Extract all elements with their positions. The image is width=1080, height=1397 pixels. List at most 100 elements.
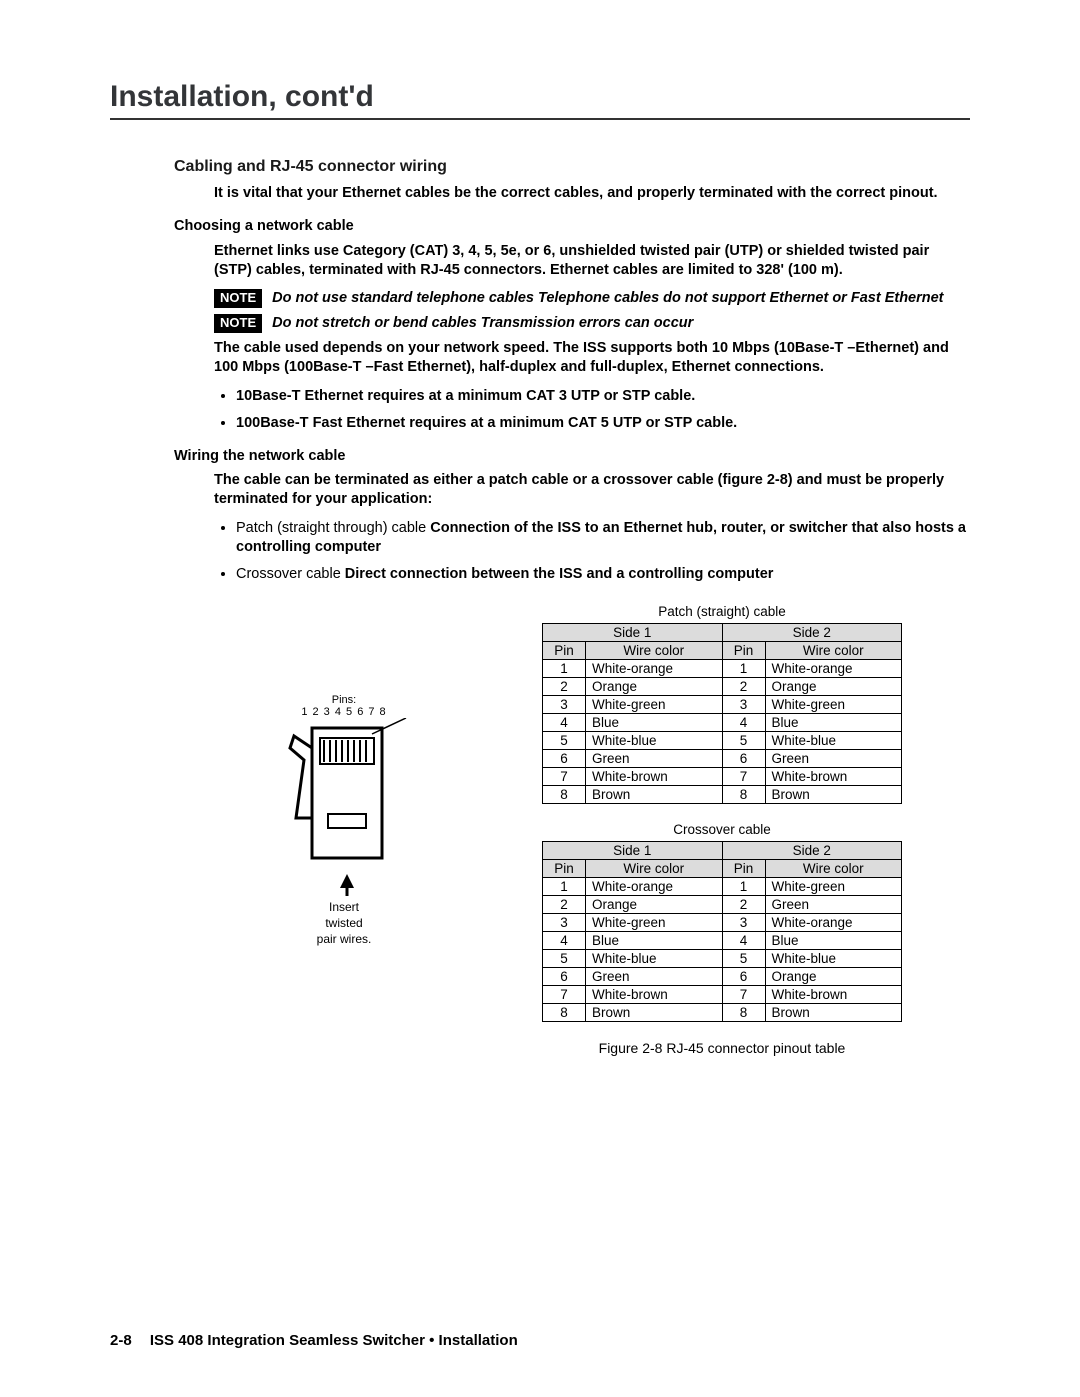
- table-cell: 2: [722, 677, 765, 695]
- table-cell: White-green: [765, 695, 902, 713]
- table-cell: Blue: [586, 713, 723, 731]
- table-row: Side 1 Side 2: [543, 623, 902, 641]
- footer-text: ISS 408 Integration Seamless Switcher • …: [150, 1332, 518, 1349]
- table-cell: 4: [543, 713, 586, 731]
- intro-para: It is vital that your Ethernet cables be…: [214, 184, 970, 203]
- table-cell: 8: [722, 1003, 765, 1021]
- pins-numbers: 1 2 3 4 5 6 7 8: [214, 706, 474, 718]
- table-row: 4Blue4Blue: [543, 931, 902, 949]
- figure-caption: Figure 2-8 RJ-45 connector pinout table: [474, 1040, 970, 1056]
- section-body: It is vital that your Ethernet cables be…: [214, 184, 970, 584]
- list-item: Crossover cable Direct connection betwee…: [236, 565, 970, 584]
- table-cell: Green: [765, 749, 902, 767]
- table-cell: Brown: [586, 1003, 723, 1021]
- table-cell: 8: [543, 1003, 586, 1021]
- table-cell: 3: [722, 695, 765, 713]
- th-side1: Side 1: [543, 841, 723, 859]
- table-row: 5White-blue5White-blue: [543, 949, 902, 967]
- table-cell: Orange: [765, 677, 902, 695]
- table-cell: Orange: [586, 895, 723, 913]
- table-cell: 5: [543, 949, 586, 967]
- crossover-table: Side 1 Side 2 Pin Wire color Pin Wire co…: [542, 841, 902, 1022]
- subheading-choosing: Choosing a network cable: [174, 217, 970, 236]
- table-cell: 7: [543, 985, 586, 1003]
- table-cell: 1: [543, 659, 586, 677]
- table-row: Side 1 Side 2: [543, 841, 902, 859]
- th-wirecolor: Wire color: [586, 641, 723, 659]
- table-row: 1White-orange1White-green: [543, 877, 902, 895]
- table-cell: 5: [722, 949, 765, 967]
- note-badge: NOTE: [214, 289, 262, 308]
- table-cell: Brown: [765, 1003, 902, 1021]
- table-row: Pin Wire color Pin Wire color: [543, 641, 902, 659]
- table-cell: 6: [543, 967, 586, 985]
- th-pin: Pin: [543, 859, 586, 877]
- table-row: 5White-blue5White-blue: [543, 731, 902, 749]
- cable-type-list: Patch (straight through) cable Connectio…: [236, 519, 970, 584]
- wiring-para1: The cable can be terminated as either a …: [214, 471, 970, 509]
- table-row: 3White-green3White-green: [543, 695, 902, 713]
- table-cell: White-green: [586, 695, 723, 713]
- table-cell: White-green: [765, 877, 902, 895]
- table-row: 2Orange2Green: [543, 895, 902, 913]
- note-row-1: NOTE Do not use standard telephone cable…: [214, 289, 970, 308]
- content-block: Cabling and RJ-45 connector wiring It is…: [174, 158, 970, 1070]
- item-lead: Crossover cable: [236, 566, 345, 582]
- table-row: 6Green6Green: [543, 749, 902, 767]
- choosing-para2: The cable used depends on your network s…: [214, 339, 970, 377]
- table-cell: 1: [543, 877, 586, 895]
- table-cell: Orange: [765, 967, 902, 985]
- table-cell: White-blue: [586, 731, 723, 749]
- th-side1: Side 1: [543, 623, 723, 641]
- th-pin: Pin: [543, 641, 586, 659]
- note-text-1: Do not use standard telephone cables Tel…: [272, 289, 943, 307]
- table-cell: White-brown: [586, 767, 723, 785]
- table-cell: White-blue: [765, 731, 902, 749]
- rj45-connector-icon: [274, 718, 414, 898]
- table-cell: 4: [722, 931, 765, 949]
- insert-label-3: pair wires.: [214, 932, 474, 946]
- table-row: 7White-brown7White-brown: [543, 767, 902, 785]
- table-cell: 3: [543, 695, 586, 713]
- table-cell: White-orange: [765, 659, 902, 677]
- table-row: Pin Wire color Pin Wire color: [543, 859, 902, 877]
- table-cell: 8: [543, 785, 586, 803]
- table-cell: 7: [722, 985, 765, 1003]
- page-number: 2-8: [110, 1332, 132, 1349]
- list-item: 10Base-T Ethernet requires at a minimum …: [236, 387, 970, 406]
- table-cell: 6: [722, 749, 765, 767]
- table-cell: Blue: [765, 713, 902, 731]
- table-row: 7White-brown7White-brown: [543, 985, 902, 1003]
- table-cell: 2: [722, 895, 765, 913]
- page: Installation, cont'd Cabling and RJ-45 c…: [0, 0, 1080, 1397]
- th-wirecolor: Wire color: [765, 641, 902, 659]
- choosing-para1: Ethernet links use Category (CAT) 3, 4, …: [214, 242, 970, 280]
- th-side2: Side 2: [722, 841, 902, 859]
- insert-label-2: twisted: [214, 916, 474, 930]
- list-item: Patch (straight through) cable Connectio…: [236, 519, 970, 557]
- patch-caption: Patch (straight) cable: [474, 604, 970, 619]
- table-cell: 7: [543, 767, 586, 785]
- table-cell: White-brown: [586, 985, 723, 1003]
- table-row: 8Brown8Brown: [543, 785, 902, 803]
- table-cell: White-brown: [765, 767, 902, 785]
- table-cell: White-blue: [765, 949, 902, 967]
- table-cell: Brown: [586, 785, 723, 803]
- item-lead: Patch (straight through) cable: [236, 520, 430, 536]
- connector-diagram: Pins: 1 2 3 4 5 6 7 8: [214, 604, 474, 947]
- page-footer: 2-8 ISS 408 Integration Seamless Switche…: [110, 1332, 518, 1349]
- table-cell: 4: [722, 713, 765, 731]
- table-cell: 5: [722, 731, 765, 749]
- table-cell: 7: [722, 767, 765, 785]
- table-cell: Brown: [765, 785, 902, 803]
- table-cell: White-brown: [765, 985, 902, 1003]
- th-pin: Pin: [722, 641, 765, 659]
- table-cell: 3: [543, 913, 586, 931]
- table-cell: 1: [722, 659, 765, 677]
- table-cell: 4: [543, 931, 586, 949]
- note-badge: NOTE: [214, 314, 262, 333]
- patch-table: Side 1 Side 2 Pin Wire color Pin Wire co…: [542, 623, 902, 804]
- th-pin: Pin: [722, 859, 765, 877]
- table-cell: 2: [543, 677, 586, 695]
- crossover-caption: Crossover cable: [474, 822, 970, 837]
